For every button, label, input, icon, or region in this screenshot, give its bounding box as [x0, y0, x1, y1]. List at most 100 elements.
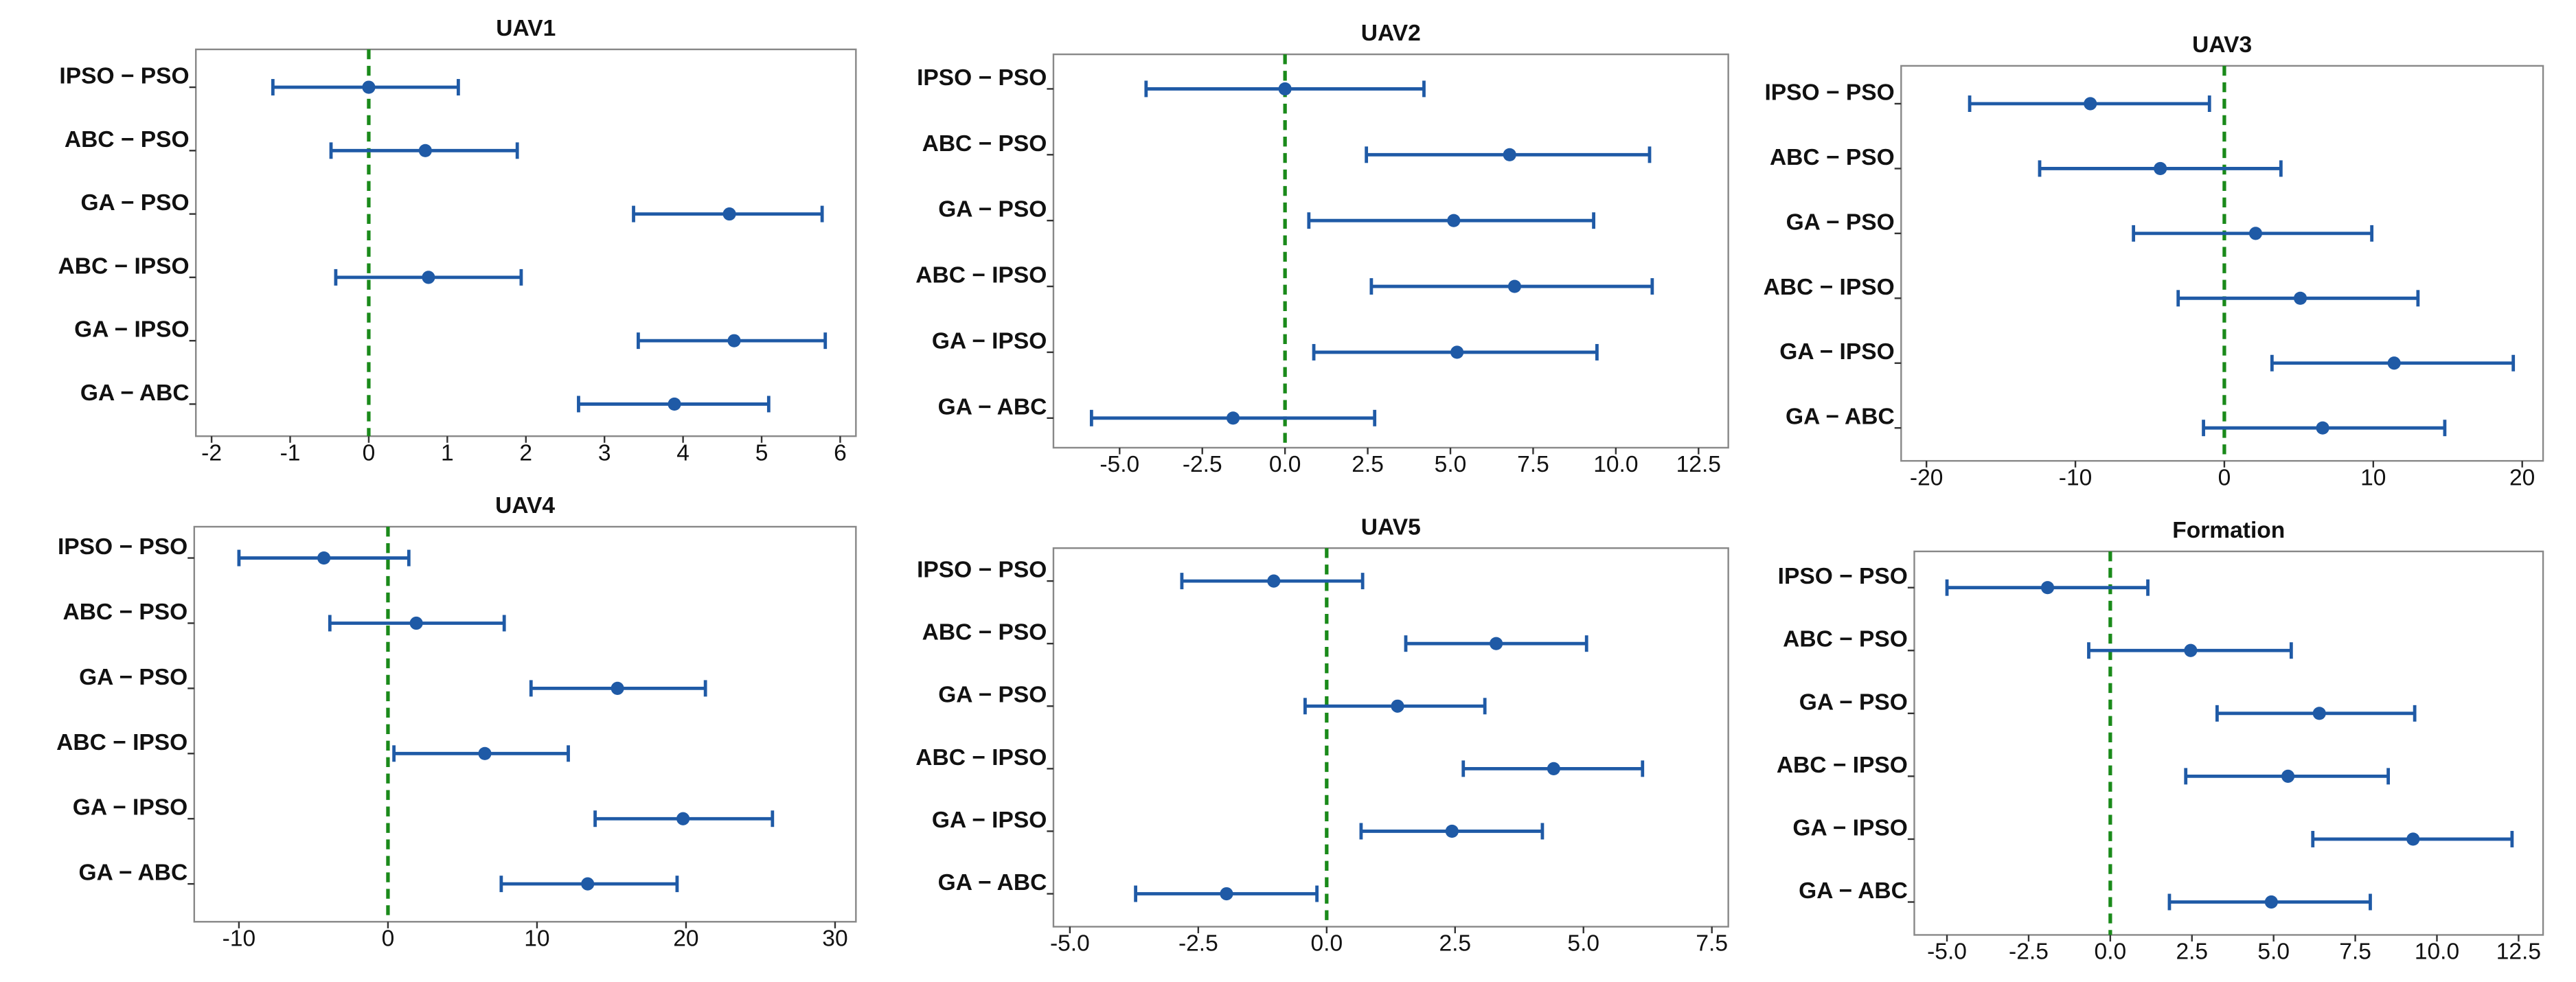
- point-estimate: [2184, 643, 2198, 657]
- category-label: ABC − PSO: [1783, 627, 1908, 652]
- point-estimate: [1547, 762, 1560, 775]
- category-label: ABC − PSO: [62, 600, 187, 625]
- point-estimate: [581, 877, 595, 891]
- category-label: GA − PSO: [938, 683, 1047, 708]
- x-tick-label: 7.5: [2339, 939, 2371, 965]
- point-estimate: [611, 681, 624, 695]
- category-label: ABC − PSO: [922, 620, 1047, 646]
- category-label: GA − ABC: [1799, 878, 1908, 904]
- category-label: GA − PSO: [79, 665, 187, 690]
- x-tick-label: 2: [519, 440, 532, 466]
- x-tick-label: -2: [201, 440, 222, 466]
- x-tick-label: 7.5: [1696, 931, 1728, 957]
- category-label: GA − IPSO: [74, 317, 189, 343]
- point-estimate: [1447, 214, 1461, 227]
- x-tick-label: 0.0: [2095, 939, 2127, 965]
- x-tick-label: 0.0: [1310, 931, 1343, 957]
- category-label: GA − PSO: [1786, 209, 1895, 235]
- x-tick-label: 5: [755, 440, 768, 466]
- category-label: GA − ABC: [80, 380, 190, 406]
- x-tick-label: -2.5: [1183, 452, 1222, 477]
- point-estimate: [2293, 291, 2307, 305]
- category-label: ABC − IPSO: [1777, 753, 1908, 778]
- point-estimate: [2316, 421, 2329, 435]
- point-estimate: [727, 334, 741, 347]
- panel-title: UAV4: [495, 493, 555, 518]
- point-estimate: [722, 207, 736, 221]
- point-estimate: [676, 812, 690, 825]
- x-tick-label: 3: [598, 440, 611, 466]
- x-tick-label: -10: [223, 926, 255, 951]
- point-estimate: [2281, 769, 2295, 783]
- x-tick-label: 12.5: [2496, 939, 2541, 965]
- category-label: ABC − IPSO: [915, 745, 1047, 770]
- point-estimate: [1503, 148, 1516, 161]
- x-tick-label: 5.0: [1435, 452, 1467, 477]
- category-label: GA − IPSO: [932, 808, 1047, 833]
- x-tick-label: 0.0: [1269, 452, 1301, 477]
- point-estimate: [2264, 895, 2278, 909]
- category-label: GA − IPSO: [73, 795, 187, 821]
- point-estimate: [362, 80, 376, 94]
- point-estimate: [1450, 345, 1464, 359]
- point-estimate: [1445, 824, 1459, 838]
- x-tick-label: 20: [2509, 465, 2535, 490]
- x-tick-label: 7.5: [1517, 452, 1549, 477]
- x-tick-label: 6: [834, 440, 847, 466]
- plot-frame: [1913, 550, 2544, 936]
- category-label: IPSO − PSO: [917, 65, 1047, 91]
- point-estimate: [418, 144, 432, 157]
- category-label: GA − PSO: [938, 197, 1047, 222]
- point-estimate: [2154, 161, 2167, 176]
- point-estimate: [2248, 227, 2263, 240]
- category-label: ABC − PSO: [922, 131, 1047, 157]
- point-estimate: [1220, 887, 1233, 901]
- x-tick-label: 10: [2360, 465, 2386, 490]
- point-estimate: [1267, 574, 1281, 588]
- point-estimate: [1490, 637, 1503, 650]
- x-tick-label: 2.5: [1439, 931, 1471, 957]
- point-estimate: [317, 551, 331, 565]
- category-label: ABC − IPSO: [1764, 275, 1895, 300]
- x-tick-label: -2.5: [2009, 939, 2049, 965]
- point-estimate: [2312, 707, 2326, 720]
- x-tick-label: -1: [280, 440, 301, 466]
- point-estimate: [422, 271, 435, 284]
- plot-frame: [1900, 65, 2544, 462]
- x-tick-label: -20: [1910, 465, 1943, 490]
- point-estimate: [409, 616, 423, 630]
- category-label: ABC − IPSO: [915, 263, 1047, 288]
- point-estimate: [1226, 411, 1240, 425]
- x-tick-label: 20: [673, 926, 698, 951]
- x-tick-label: 0: [382, 926, 395, 951]
- x-tick-label: 1: [441, 440, 454, 466]
- plot-frame: [1052, 53, 1729, 449]
- x-tick-label: 10.0: [2415, 939, 2459, 965]
- category-label: GA − PSO: [1799, 689, 1908, 715]
- category-label: IPSO − PSO: [58, 534, 187, 560]
- point-estimate: [1278, 82, 1292, 96]
- point-estimate: [478, 746, 492, 760]
- category-label: IPSO − PSO: [59, 64, 189, 89]
- panel-title: UAV2: [1361, 21, 1421, 46]
- point-estimate: [2040, 581, 2055, 595]
- point-estimate: [2387, 356, 2401, 370]
- point-estimate: [1507, 279, 1522, 293]
- x-tick-label: 12.5: [1676, 452, 1721, 477]
- x-tick-label: 4: [676, 440, 689, 466]
- category-label: GA − PSO: [80, 190, 189, 216]
- x-tick-label: 10.0: [1593, 452, 1638, 477]
- x-tick-label: -5.0: [1050, 931, 1090, 957]
- category-label: GA − ABC: [78, 860, 187, 886]
- x-tick-label: 0: [2218, 465, 2231, 490]
- x-tick-label: 5.0: [1567, 931, 1599, 957]
- x-tick-label: -5.0: [1099, 452, 1139, 477]
- x-tick-label: 0: [363, 440, 376, 466]
- category-label: GA − ABC: [1786, 404, 1895, 430]
- panel-title: Formation: [2172, 518, 2285, 543]
- category-label: GA − ABC: [938, 394, 1047, 420]
- category-label: GA − IPSO: [1779, 339, 1894, 365]
- x-tick-label: 5.0: [2257, 939, 2290, 965]
- category-label: ABC − IPSO: [56, 730, 187, 755]
